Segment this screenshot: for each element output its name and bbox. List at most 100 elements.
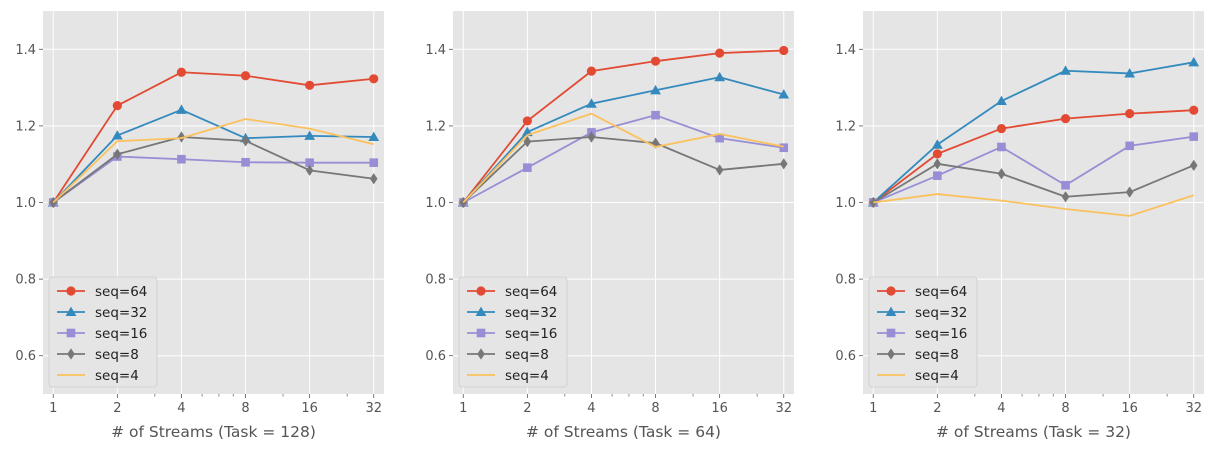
data-point-seq=16 bbox=[305, 158, 314, 167]
x-tick-label: 8 bbox=[651, 401, 659, 416]
data-point-seq=64 bbox=[1189, 105, 1199, 115]
y-tick-label: 1.2 bbox=[15, 119, 36, 134]
legend-label: seq=4 bbox=[95, 368, 139, 384]
x-axis-label: # of Streams (Task = 32) bbox=[936, 423, 1131, 441]
x-tick-label: 4 bbox=[177, 401, 185, 416]
legend-label: seq=8 bbox=[95, 347, 139, 363]
x-tick-label: 1 bbox=[49, 401, 57, 416]
data-point-seq=16 bbox=[651, 110, 660, 120]
legend-marker bbox=[477, 348, 485, 360]
data-point-seq=8 bbox=[305, 164, 314, 176]
data-point-seq=16 bbox=[715, 133, 724, 143]
data-point-seq=64 bbox=[715, 48, 725, 58]
legend-marker bbox=[67, 348, 75, 360]
legend-label: seq=4 bbox=[915, 368, 959, 384]
y-tick-label: 1.4 bbox=[425, 43, 446, 58]
data-point-seq=8 bbox=[177, 131, 186, 143]
legend-marker bbox=[476, 328, 486, 338]
legend-marker bbox=[885, 306, 897, 317]
data-point-seq=16 bbox=[523, 163, 532, 172]
data-point-seq=8 bbox=[997, 168, 1006, 180]
x-tick-label: 8 bbox=[241, 401, 249, 416]
data-point-seq=64 bbox=[932, 149, 942, 159]
data-point-seq=16 bbox=[1061, 180, 1070, 190]
series-line-seq=4 bbox=[52, 118, 374, 204]
legend-label: seq=32 bbox=[915, 305, 967, 321]
series-line-seq=8 bbox=[872, 162, 1195, 204]
x-tick-label: 8 bbox=[1061, 401, 1069, 416]
legend-marker bbox=[475, 306, 487, 317]
data-point-seq=64 bbox=[1060, 114, 1071, 124]
data-point-seq=32 bbox=[714, 71, 726, 82]
legend-marker bbox=[66, 286, 76, 296]
data-point-seq=8 bbox=[241, 135, 250, 147]
x-tick-label: 2 bbox=[933, 401, 941, 416]
data-point-seq=16 bbox=[177, 154, 186, 164]
data-point-seq=64 bbox=[369, 74, 379, 84]
x-tick-label: 32 bbox=[1185, 401, 1202, 416]
legend-label: seq=64 bbox=[95, 284, 147, 300]
legend-marker bbox=[476, 286, 486, 296]
data-point-seq=32 bbox=[1188, 56, 1200, 67]
x-tick-label: 16 bbox=[301, 401, 318, 416]
data-point-seq=8 bbox=[869, 196, 878, 209]
x-tick-label: 1 bbox=[459, 401, 467, 416]
series-line-seq=32 bbox=[462, 76, 784, 204]
series-line-seq=4 bbox=[462, 112, 784, 204]
x-tick-label: 2 bbox=[523, 401, 531, 416]
y-tick-label: 1.0 bbox=[835, 196, 856, 211]
data-point-seq=32 bbox=[778, 89, 790, 99]
legend-marker bbox=[65, 306, 77, 317]
legend-label: seq=8 bbox=[915, 347, 959, 363]
series-line-seq=64 bbox=[462, 49, 784, 204]
y-tick-label: 1.4 bbox=[15, 43, 36, 58]
data-point-seq=8 bbox=[933, 158, 942, 170]
series-line-seq=32 bbox=[872, 61, 1194, 204]
legend-label: seq=16 bbox=[505, 326, 557, 342]
y-tick-label: 0.8 bbox=[425, 273, 446, 288]
legend-label: seq=64 bbox=[915, 284, 967, 300]
x-tick-label: 32 bbox=[775, 401, 792, 416]
x-axis-label: # of Streams (Task = 64) bbox=[526, 423, 721, 441]
legend-label: seq=8 bbox=[505, 347, 549, 363]
legend-marker bbox=[886, 328, 896, 338]
series-line-seq=64 bbox=[52, 71, 374, 203]
data-point-seq=8 bbox=[113, 148, 122, 160]
legend-label: seq=32 bbox=[95, 305, 147, 321]
data-point-seq=64 bbox=[779, 45, 789, 56]
y-tick-label: 1.0 bbox=[15, 196, 36, 211]
data-point-seq=32 bbox=[176, 104, 187, 114]
data-point-seq=32 bbox=[650, 84, 661, 95]
y-tick-label: 1.4 bbox=[835, 43, 856, 58]
legend-label: seq=16 bbox=[915, 326, 967, 342]
data-point-seq=16 bbox=[241, 157, 250, 167]
x-tick-label: 16 bbox=[1121, 401, 1138, 416]
data-point-seq=32 bbox=[304, 130, 316, 140]
x-tick-label: 4 bbox=[587, 401, 595, 416]
data-point-seq=64 bbox=[1125, 109, 1135, 119]
data-point-seq=16 bbox=[1125, 141, 1134, 151]
data-point-seq=8 bbox=[1061, 191, 1070, 203]
data-point-seq=16 bbox=[369, 158, 379, 167]
series-line-seq=8 bbox=[52, 136, 374, 204]
series-line-seq=4 bbox=[873, 193, 1195, 217]
chart-panel-3: 0.6 0.8 1.0 1.2 1.4 1 2 4 8 16 32 # of Streams (Tas… bbox=[835, 11, 1204, 441]
data-point-seq=16 bbox=[997, 142, 1006, 152]
chart-panel-1: 0.6 0.8 1.0 1.2 1.4 1 2 4 8 16 32 # of Streams (Tas… bbox=[15, 11, 384, 441]
x-tick-label: 16 bbox=[711, 401, 728, 416]
data-point-seq=8 bbox=[523, 136, 532, 148]
y-tick-label: 1.2 bbox=[835, 119, 856, 134]
y-tick-label: 1.0 bbox=[425, 196, 446, 211]
y-tick-label: 0.6 bbox=[15, 349, 36, 364]
legend-label: seq=4 bbox=[505, 368, 549, 384]
data-point-seq=8 bbox=[1189, 159, 1198, 171]
data-point-seq=32 bbox=[996, 95, 1007, 106]
data-point-seq=32 bbox=[111, 130, 123, 140]
x-tick-label: 2 bbox=[113, 401, 121, 416]
y-tick-label: 0.6 bbox=[835, 349, 856, 364]
data-point-seq=32 bbox=[1060, 65, 1071, 75]
chart-panel-2: 0.6 0.8 1.0 1.2 1.4 1 2 4 8 16 32 # of Streams (Tas… bbox=[425, 11, 794, 441]
data-point-seq=32 bbox=[586, 98, 597, 108]
